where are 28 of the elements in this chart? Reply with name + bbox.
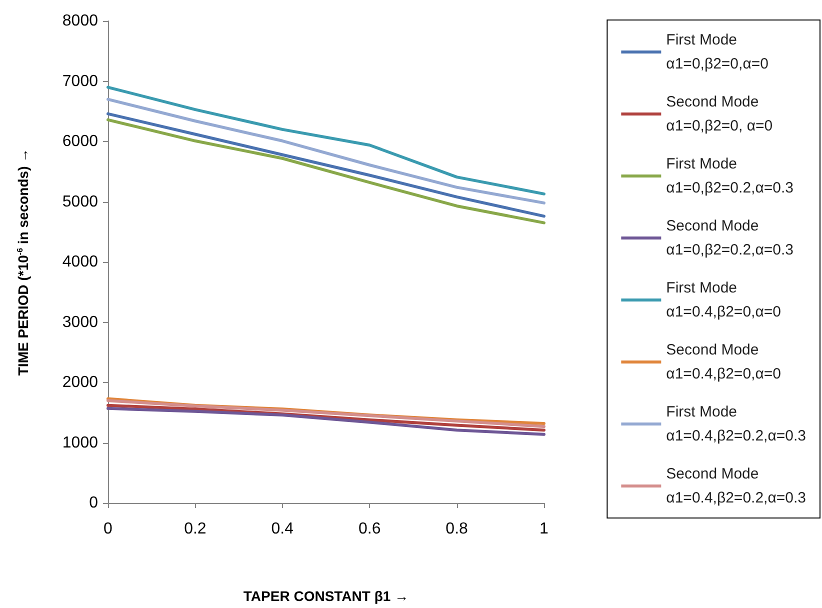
legend-label: Second Mode α1=0,β2=0.2,α=0.3 [666, 218, 794, 258]
y-tick-label: 0 [89, 494, 98, 512]
x-tick-label: 0.6 [358, 520, 381, 538]
x-tick-label: 0.2 [184, 520, 206, 538]
y-axis-title: TIME PERIOD (*10-6 in seconds) → [15, 148, 31, 376]
y-tick-label: 8000 [62, 12, 98, 30]
x-tick-label: 1 [540, 520, 549, 538]
y-tick-label: 1000 [62, 434, 98, 452]
x-tick-label: 0.8 [446, 520, 468, 538]
y-tick-label: 6000 [62, 133, 98, 150]
line-series [106, 98, 546, 204]
x-tick-label: 0.4 [271, 520, 294, 538]
line-series [106, 86, 546, 196]
legend-label: First Mode α1=0.4,β2=0,α=0 [666, 280, 781, 320]
y-tick-label: 3000 [62, 314, 98, 331]
legend-label: First Mode α1=0,β2=0,α=0 [666, 32, 768, 72]
y-tick-label: 5000 [62, 193, 98, 210]
legend-label: First Mode α1=0,β2=0.2,α=0.3 [666, 156, 794, 196]
x-tick-label: 0 [104, 520, 113, 538]
y-tick-label: 2000 [62, 374, 98, 391]
legend-label: Second Mode α1=0.4,β2=0,α=0 [666, 342, 781, 382]
y-tick-label: 7000 [62, 72, 98, 90]
legend-label: Second Mode α1=0.4,β2=0.2,α=0.3 [666, 466, 806, 506]
y-tick-label: 4000 [62, 254, 98, 270]
legend-label: First Mode α1=0.4,β2=0.2,α=0.3 [666, 404, 806, 444]
line-series [106, 406, 546, 436]
x-axis-title: TAPER CONSTANT β1 → [243, 588, 409, 604]
legend-label: Second Mode α1=0,β2=0, α=0 [666, 94, 773, 134]
